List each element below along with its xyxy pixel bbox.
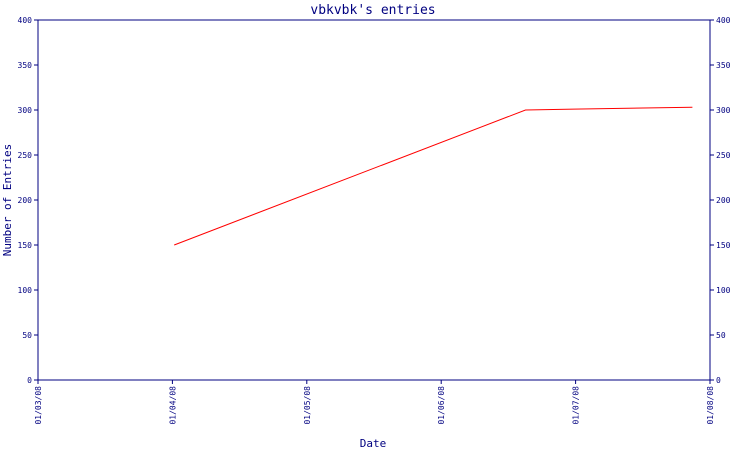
y-tick-label-right: 200 [716,196,731,205]
y-tick-label-left: 150 [18,241,33,250]
x-axis-title: Date [360,437,387,450]
y-tick-label-right: 300 [716,106,731,115]
y-tick-label-left: 200 [18,196,33,205]
x-tick-label: 01/03/08 [34,386,43,425]
plot-frame [37,19,711,381]
y-tick-label-right: 350 [716,61,731,70]
y-tick-label-left: 100 [18,286,33,295]
y-tick-label-left: 350 [18,61,33,70]
y-tick-label-right: 0 [716,376,721,385]
y-tick-label-right: 250 [716,151,731,160]
x-tick-label: 01/04/08 [168,386,177,425]
y-tick-label-left: 250 [18,151,33,160]
y-axis-right: 0 50 100 150 200 250 300 350 400 [710,16,731,385]
x-tick-label: 01/08/08 [706,386,715,425]
y-axis-left: 0 50 100 150 200 250 300 350 400 [18,16,38,385]
y-tick-label-left: 300 [18,106,33,115]
series-group [174,106,693,246]
y-tick-label-right: 100 [716,286,731,295]
x-tick-label: 01/06/08 [437,386,446,425]
y-axis-title: Number of Entries [1,144,14,257]
series-line [174,106,693,246]
x-tick-label: 01/05/08 [303,386,312,425]
y-tick-label-left: 50 [22,331,32,340]
y-tick-label-left: 400 [18,16,33,25]
x-axis: 01/03/08 01/04/08 01/05/08 01/06/08 01/07/08… [34,380,715,425]
y-tick-label-right: 50 [716,331,726,340]
chart-title: vbkvbk's entries [310,3,435,18]
x-tick-label: 01/07/08 [572,386,581,425]
y-tick-label-right: 150 [716,241,731,250]
y-tick-label-right: 400 [716,16,731,25]
y-tick-label-left: 0 [27,376,32,385]
